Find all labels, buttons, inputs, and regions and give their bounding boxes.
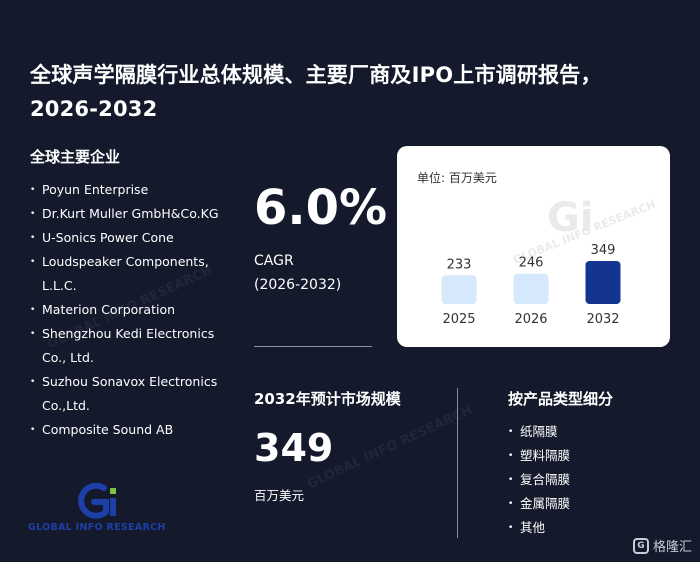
segment-item: 塑料隔膜 [508, 444, 570, 468]
bar-category-label: 2026 [514, 312, 547, 327]
cagr-value: 6.0% [254, 180, 388, 236]
report-title: 全球声学隔膜行业总体规模、主要厂商及IPO上市调研报告，2026-2032 [30, 63, 602, 121]
company-list: Poyun Enterprise Dr.Kurt Muller GmbH&Co.… [30, 178, 230, 442]
bar-category-label: 2025 [442, 312, 475, 327]
bar-value-label: 233 [447, 257, 472, 272]
company-item: Poyun Enterprise [30, 178, 230, 202]
cagr-label-block: CAGR (2026-2032) [254, 249, 341, 297]
company-item: Suzhou Sonavox Electronics Co.,Ltd. [30, 370, 230, 418]
bar-value-label: 349 [591, 243, 616, 258]
bars-layer: 233 2025 246 2026 349 2032 [441, 243, 621, 327]
cagr-period: (2026-2032) [254, 277, 342, 293]
company-item: U-Sonics Power Cone [30, 226, 230, 250]
market-size-heading: 2032年预计市场规模 [254, 390, 401, 408]
brand-icon: G [632, 537, 649, 554]
company-item: Dr.Kurt Muller GmbH&Co.KG [30, 202, 230, 226]
chart-watermark-mark: Gi [547, 195, 594, 241]
company-item: Loudspeaker Components, L.L.C. [30, 250, 230, 298]
company-item: Shengzhou Kedi Electronics Co., Ltd. [30, 322, 230, 370]
company-item: Composite Sound AB [30, 418, 230, 442]
logo-mark-icon [78, 482, 116, 519]
segment-item: 复合隔膜 [508, 468, 570, 492]
bar-chart: Gi GLOBAL INFO RESEARCH 单位: 百万美元 2332025… [417, 170, 657, 327]
logo-text: GLOBAL INFO RESEARCH [28, 522, 166, 533]
segment-item: 金属隔膜 [508, 492, 570, 516]
brand-name: 格隆汇 [652, 540, 692, 555]
chart-unit-label: 单位: 百万美元 [417, 170, 497, 185]
companies-heading: 全球主要企业 [30, 148, 121, 166]
bar-2032 [585, 261, 621, 304]
bar-value-label: 246 [519, 256, 544, 271]
market-size-unit: 百万美元 [254, 488, 305, 503]
vertical-divider [457, 388, 458, 538]
company-item: Materion Corporation [30, 298, 230, 322]
bar-category-label: 2032 [586, 312, 619, 327]
bar-2025 [441, 275, 477, 304]
cagr-label: CAGR [254, 253, 294, 269]
brand-badge: G 格隆汇 [632, 536, 692, 555]
segment-heading: 按产品类型细分 [508, 390, 614, 408]
bar-2026 [513, 273, 549, 304]
market-size-value: 349 [254, 426, 334, 470]
horizontal-divider [254, 346, 372, 347]
segment-item: 其他 [508, 516, 570, 540]
bar-chart-card: Gi GLOBAL INFO RESEARCH 单位: 百万美元 233 2025… [397, 146, 670, 347]
company-logo: GLOBAL INFO RESEARCH [28, 482, 188, 538]
segment-item: 纸隔膜 [508, 420, 570, 444]
segment-list: 纸隔膜 塑料隔膜 复合隔膜 金属隔膜 其他 [508, 420, 570, 540]
